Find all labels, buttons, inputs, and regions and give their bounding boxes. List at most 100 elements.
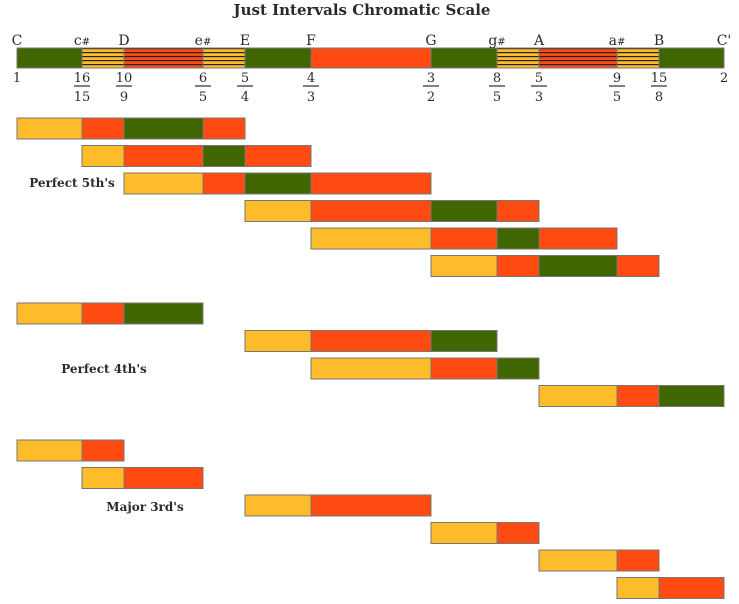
ratio-denominator: 5 (199, 90, 207, 105)
scale-segment (244, 47, 312, 69)
group-label: Perfect 5th's (29, 176, 115, 190)
interval-segment (123, 117, 204, 140)
group-label: Perfect 4th's (61, 362, 147, 376)
note-label: G (425, 33, 436, 49)
interval-segment (244, 200, 312, 222)
interval-segment (538, 385, 618, 407)
ratio-numerator: 9 (613, 71, 621, 86)
note-label: B (654, 33, 664, 49)
note-label: D (118, 33, 129, 49)
interval-segment (81, 117, 125, 140)
scale-segment (538, 47, 618, 69)
scale-segment (202, 47, 246, 69)
interval-segment (310, 330, 432, 352)
interval-group: Perfect 5th's (16, 117, 660, 277)
note-label: C' (717, 33, 732, 49)
ratio-denominator: 2 (427, 90, 435, 105)
interval-segment (616, 549, 660, 572)
ratio-numerator: 8 (493, 71, 501, 86)
ratio-numerator: 15 (651, 71, 668, 86)
note-label: E (240, 33, 250, 49)
interval-segment (430, 522, 498, 544)
ratio-numerator: 16 (74, 71, 91, 86)
group-label: Major 3rd's (106, 500, 184, 514)
sharp-sign: # (497, 37, 505, 48)
interval-groups: Perfect 5th's Perfect 4th's Major 3rd's (16, 117, 725, 599)
ratio-denominator: 8 (655, 90, 663, 105)
scale-segment (16, 47, 83, 69)
scale-segment (658, 47, 725, 69)
interval-segment (310, 357, 432, 380)
interval-segment (81, 145, 125, 167)
interval-segment (123, 302, 204, 325)
scale-segment (616, 47, 660, 69)
interval-segment (244, 494, 312, 517)
note-label: c# (74, 33, 90, 49)
scale-segment (430, 47, 498, 69)
interval-group: Perfect 4th's (16, 302, 725, 407)
interval-segment (496, 522, 540, 544)
interval-segment (123, 467, 204, 489)
interval-segment (430, 357, 498, 380)
note-label: e# (195, 33, 212, 49)
ratio-numerator: 5 (241, 71, 249, 86)
interval-segment (81, 467, 125, 489)
ratio-denominator: 5 (493, 90, 501, 105)
scale-segment (310, 47, 432, 69)
interval-segment (81, 302, 125, 325)
ratio-numerator: 1 (13, 71, 21, 86)
diagram-title: Just Intervals Chromatic Scale (232, 1, 491, 19)
interval-segment (202, 172, 246, 195)
interval-segment (496, 357, 540, 380)
ratio-numerator: 2 (720, 71, 728, 86)
interval-segment (244, 330, 312, 352)
interval-segment (310, 227, 432, 250)
interval-segment (430, 255, 498, 277)
note-label: a# (609, 33, 626, 49)
interval-segment (496, 227, 540, 250)
chromatic-scale: C 1 c# 16 15 D 10 9 e# 6 5 E 5 4 F 4 3 G 3 2 g# 8 5 A 5 3 a# 9 5 B 15 8… (12, 33, 732, 105)
interval-segment (202, 117, 246, 140)
interval-segment (616, 255, 660, 277)
sharp-sign: # (617, 37, 625, 48)
interval-segment (16, 117, 83, 140)
interval-segment (123, 145, 204, 167)
scale-segment (496, 47, 540, 69)
interval-group: Major 3rd's (16, 439, 725, 599)
interval-segment (310, 494, 432, 517)
ratio-numerator: 3 (427, 71, 435, 86)
note-label: A (533, 33, 545, 49)
ratio-numerator: 4 (307, 71, 315, 86)
interval-segment (244, 145, 312, 167)
interval-segment (430, 227, 498, 250)
interval-segment (310, 200, 432, 222)
ratio-denominator: 5 (613, 90, 621, 105)
note-label: g# (488, 33, 505, 49)
scale-segment (81, 47, 125, 69)
interval-segment (202, 145, 246, 167)
ratio-denominator: 4 (241, 90, 249, 105)
ratio-denominator: 3 (307, 90, 315, 105)
interval-segment (616, 385, 660, 407)
interval-segment (538, 227, 618, 250)
ratio-denominator: 15 (74, 90, 91, 105)
ratio-numerator: 5 (535, 71, 543, 86)
sharp-sign: # (203, 37, 211, 48)
interval-segment (430, 330, 498, 352)
interval-segment (658, 385, 725, 407)
interval-segment (16, 302, 83, 325)
ratio-denominator: 9 (120, 90, 128, 105)
ratio-denominator: 3 (535, 90, 543, 105)
interval-segment (496, 200, 540, 222)
interval-segment (16, 439, 83, 462)
note-label: F (306, 33, 316, 49)
interval-segment (81, 439, 125, 462)
interval-segment (244, 172, 312, 195)
note-label: C (12, 33, 23, 49)
ratio-numerator: 6 (199, 71, 207, 86)
interval-segment (123, 172, 204, 195)
ratio-numerator: 10 (116, 71, 133, 86)
interval-segment (538, 549, 618, 572)
interval-segment (658, 577, 725, 599)
